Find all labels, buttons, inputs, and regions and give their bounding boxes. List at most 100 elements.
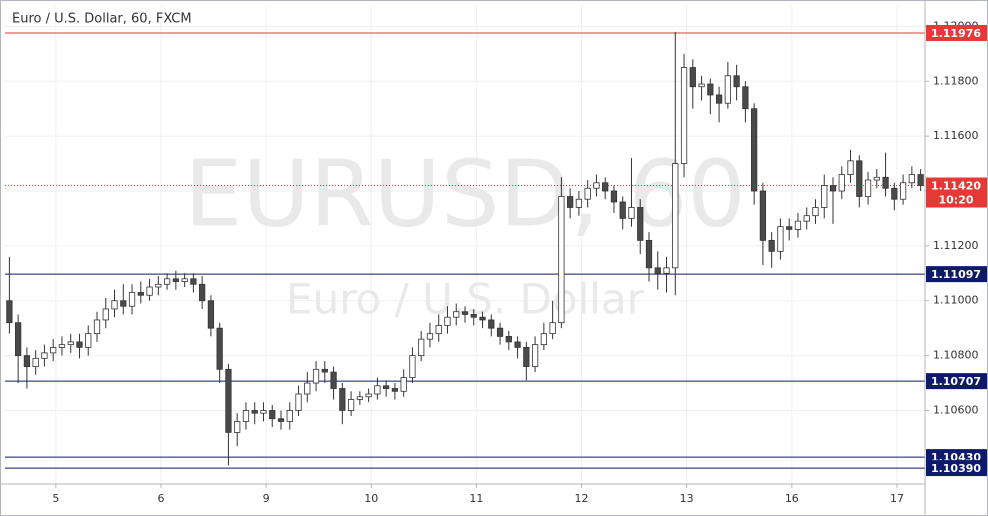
candle-body: [67, 341, 74, 346]
candle-body: [742, 86, 749, 110]
candle-body: [461, 311, 469, 315]
candle-body: [58, 344, 66, 348]
candle-body: [277, 418, 285, 422]
candle-body: [172, 278, 179, 282]
candle-body: [85, 333, 92, 348]
candle-body: [163, 278, 171, 285]
candle-body: [531, 344, 539, 367]
candle-body: [321, 368, 328, 373]
axis-labels: 1.119761.110971.107071.104301.103901.114…: [926, 24, 987, 477]
candle-body: [409, 355, 416, 378]
candle-body: [216, 327, 223, 370]
current-price-label: 1.11420: [931, 180, 981, 193]
candle-body: [847, 160, 854, 175]
candle-body: [488, 319, 495, 329]
candle-body: [365, 393, 372, 398]
x-tick-label: 6: [157, 492, 164, 505]
candle-body: [128, 292, 136, 307]
level-label: 1.11097: [931, 268, 981, 281]
candle-body: [330, 371, 337, 389]
y-tick-label: 1.11000: [933, 294, 979, 307]
current-price-box: [926, 177, 987, 208]
candle-body: [295, 393, 302, 411]
candle-body: [137, 292, 144, 296]
candle-body: [663, 267, 670, 274]
candle-body: [181, 278, 188, 282]
candle-body: [829, 185, 837, 192]
grid: [5, 5, 925, 484]
candle-body: [856, 160, 863, 197]
candle-body: [610, 190, 618, 203]
y-tick-label: 1.10600: [933, 403, 979, 416]
x-tick-label: 13: [680, 492, 694, 505]
candle-body: [698, 83, 705, 88]
candle-body: [724, 75, 731, 104]
candle-body: [23, 355, 31, 367]
level-label: 1.10707: [931, 375, 981, 388]
level-label-box: [926, 373, 987, 390]
x-tick-label: 12: [575, 492, 589, 505]
candle-body: [786, 226, 793, 230]
candle-body: [374, 385, 381, 395]
candle-body: [356, 396, 363, 400]
level-label: 1.11976: [931, 27, 981, 40]
candle-body: [654, 267, 661, 274]
candle-body: [908, 174, 915, 184]
candle-body: [435, 325, 442, 335]
candle-body: [672, 163, 679, 269]
candle-body: [260, 410, 267, 414]
candle-body: [120, 300, 127, 307]
candle-body: [777, 226, 784, 252]
candle-body: [899, 182, 907, 200]
candle-body: [759, 190, 767, 241]
candle-body: [637, 207, 644, 241]
candle-body: [602, 182, 609, 192]
candle-body: [540, 333, 547, 346]
candle-body: [32, 357, 39, 367]
level-label-box: [926, 266, 987, 283]
candle-body: [391, 388, 399, 392]
chart-title: Euro / U.S. Dollar, 60, FXCM: [12, 12, 192, 27]
candle-body: [242, 410, 250, 422]
candle-body: [821, 185, 828, 208]
candle-body: [575, 198, 583, 208]
x-tick-label: 16: [785, 492, 799, 505]
candle-body: [567, 196, 574, 208]
axes: 1.106001.108001.110001.112001.114001.116…: [52, 19, 978, 505]
candle-body: [680, 67, 688, 164]
x-tick-label: 10: [364, 492, 378, 505]
candle-body: [812, 207, 819, 217]
candle-body: [768, 239, 775, 252]
candle-body: [628, 207, 635, 219]
candle-body: [50, 346, 57, 354]
x-tick-label: 9: [263, 492, 270, 505]
candle-body: [286, 410, 293, 422]
candle-body: [715, 94, 723, 104]
candle-body: [523, 346, 530, 367]
candle-body: [146, 286, 153, 296]
candle-body: [234, 421, 241, 433]
watermark: EURUSD, 60: [184, 140, 746, 247]
candle-body: [6, 300, 13, 324]
candle-body: [917, 174, 924, 186]
candle-body: [733, 75, 740, 88]
candle-body: [803, 215, 810, 222]
x-tick-label: 17: [890, 492, 904, 505]
candle-body: [645, 239, 653, 269]
candle-body: [15, 322, 22, 357]
y-tick-label: 1.11600: [933, 129, 979, 142]
y-tick-label: 1.11800: [933, 74, 979, 87]
candle-body: [339, 388, 346, 411]
candle-body: [882, 176, 889, 189]
candle-body: [347, 399, 355, 411]
candle-body: [190, 278, 197, 285]
x-tick-label: 5: [52, 492, 59, 505]
candle-body: [505, 336, 512, 343]
candle-body: [426, 333, 434, 340]
candle-body: [225, 368, 232, 433]
candle-body: [514, 341, 521, 348]
candle-body: [453, 311, 460, 318]
candle-body: [707, 83, 714, 96]
candle-body: [155, 283, 162, 288]
